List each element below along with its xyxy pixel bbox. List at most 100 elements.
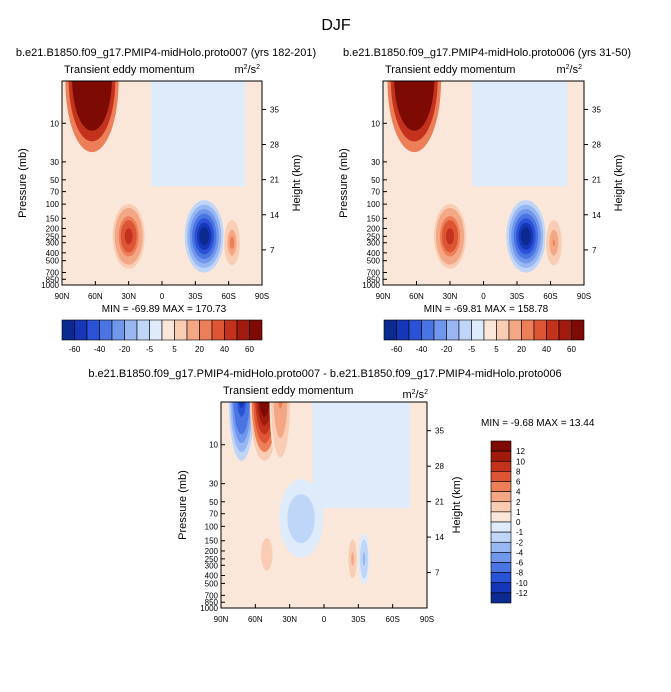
colorbar-label: -6 [516,559,524,568]
contour-band [239,402,245,408]
panel-difference: b.e21.B1850.f09_g17.PMIP4-midHolo.proto0… [88,368,594,624]
colorbar-box [249,319,263,341]
y-tick-label: 500 [367,257,381,266]
x-tick-label: 0 [160,292,165,301]
colorbar-box [124,319,138,341]
colorbar-box [161,319,175,341]
x-tick-label: 60N [248,615,263,624]
x-tick-label: 90S [255,292,269,301]
colorbar-label: 4 [516,488,521,497]
colorbar-box [446,319,460,341]
y-tick-label: 300 [367,239,381,248]
y-tick-label: 700 [46,268,60,277]
colorbar-label: 40 [220,345,229,354]
height-tick-label: 7 [270,246,275,255]
x-tick-label: 90S [420,615,434,624]
colorbar-box [224,319,238,341]
y-tick-label: 30 [371,158,380,167]
y-axis-label: Pressure (mb) [177,470,189,540]
colorbar-label: 20 [195,345,204,354]
field-region [150,81,246,187]
colorbar-label: -1 [516,528,524,537]
y-tick-label: 10 [209,441,218,450]
y-tick-label: 850 [205,598,219,607]
contour-band [82,81,102,99]
colorbar-box [490,592,512,604]
x-tick-label: 90N [55,292,70,301]
y-tick-label: 150 [367,214,381,223]
contour-field [383,81,584,285]
colorbar-box [236,319,250,341]
contour-band [363,555,365,563]
colorbar-box [86,319,100,341]
x-tick-label: 60N [88,292,103,301]
height-tick-label: 21 [592,176,601,185]
height-tick-label: 7 [592,246,597,255]
colorbar-box [490,562,512,573]
colorbar-box [571,319,585,341]
y-tick-label: 70 [371,188,380,197]
colorbar-box [490,501,512,513]
colorbar-box [471,319,485,341]
panel-units: m2/s2 [234,64,260,76]
y-tick-label: 100 [367,200,381,209]
panel-case-title: b.e21.B1850.f09_g17.PMIP4-midHolo.proto0… [16,47,316,59]
y-tick-label: 70 [209,510,218,519]
y-axis-label: Pressure (mb) [17,148,29,218]
y-tick-label: 30 [50,158,59,167]
height-tick-label: 35 [270,105,279,114]
colorbar: -60 -40 -20 -5 5 20 40 60 [61,319,263,354]
y-tick-label: 500 [205,579,219,588]
y-tick-label: 300 [205,561,219,570]
stats-text: MIN = -69.89 MAX = 170.73 [102,304,227,315]
colorbar-box [490,552,512,563]
colorbar-label: 1 [516,508,521,517]
colorbar-box [211,319,225,341]
contour-band [408,81,420,89]
field-region [312,402,410,509]
y-tick-label: 400 [46,249,60,258]
contour-band [276,402,285,419]
x-tick-label: 60S [222,292,236,301]
colorbar-label: 40 [542,345,551,354]
colorbar-box [490,531,512,543]
colorbar: -60 -40 -20 -5 5 20 40 60 [383,319,585,354]
contour-field [62,81,262,285]
colorbar-box [408,319,422,341]
panel-variable-label: Transient eddy momentum [64,64,194,76]
y-tick-label: 500 [46,257,60,266]
x-tick-label: 90S [577,292,591,301]
colorbar-box [483,319,497,341]
y-tick-label: 850 [367,275,381,284]
height-tick-label: 35 [592,105,601,114]
colorbar-label: 6 [516,478,521,487]
colorbar-label: 2 [516,498,521,507]
x-tick-label: 0 [322,615,327,624]
colorbar-box [383,319,397,341]
colorbar-label: -20 [441,345,453,354]
colorbar-box [396,319,410,341]
colorbar-box [74,319,88,341]
colorbar-label: 0 [516,518,521,527]
contour-band [447,232,453,241]
colorbar-label: -5 [468,345,476,354]
colorbar-box [490,572,512,584]
y-tick-label: 50 [371,176,380,185]
colorbar-label: -8 [516,569,524,578]
y-tick-label: 850 [46,275,60,284]
y-tick-label: 200 [46,224,60,233]
x-tick-label: 30S [510,292,524,301]
y-tick-label: 1000 [200,604,218,613]
colorbar-label: -60 [391,345,403,354]
y-tick-label: 250 [205,555,219,564]
y-tick-label: 300 [46,239,60,248]
y-tick-label: 50 [209,498,218,507]
colorbar-box [490,440,512,452]
colorbar-box [508,319,522,341]
colorbar-box [421,319,435,341]
colorbar-label: -10 [516,579,528,588]
contour-band [265,551,268,558]
panel-proto007: b.e21.B1850.f09_g17.PMIP4-midHolo.proto0… [16,47,316,354]
y-tick-label: 150 [205,537,219,546]
